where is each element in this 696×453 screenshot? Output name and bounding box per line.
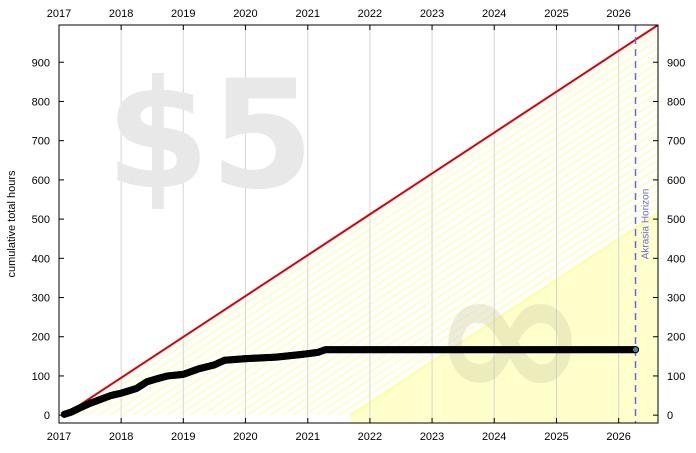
safe-zone-hatch (224, 129, 658, 416)
safe-zone-hatch (304, 182, 658, 416)
x-tick-label-bottom: 2017 (47, 431, 71, 443)
y-tick-label-left: 200 (32, 332, 50, 344)
safe-zone-hatch (121, 62, 658, 416)
safe-zone-hatch (292, 175, 658, 416)
x-tick-label-top: 2018 (109, 8, 133, 20)
x-tick-label-bottom: 2026 (606, 431, 630, 443)
y-tick-label-right: 800 (667, 96, 685, 108)
y-tick-label-right: 200 (667, 332, 685, 344)
safe-zone-hatch (178, 99, 658, 416)
y-tick-label-left: 100 (32, 371, 50, 383)
road-line (63, 25, 658, 416)
x-tick-label-top: 2019 (171, 8, 195, 20)
safe-zone-hatch (281, 167, 658, 416)
data-point-latest (632, 346, 640, 354)
safe-zone-hatch (338, 205, 658, 416)
x-tick-label-bottom: 2019 (171, 431, 195, 443)
safe-zone-hatch (315, 190, 658, 416)
y-tick-label-left: 500 (32, 214, 50, 226)
y-tick-label-right: 300 (667, 293, 685, 305)
x-tick-label-top: 2024 (482, 8, 506, 20)
y-tick-label-right: 900 (667, 57, 685, 69)
x-tick-label-top: 2023 (420, 8, 444, 20)
y-tick-label-right: 100 (667, 371, 685, 383)
x-tick-label-top: 2017 (47, 8, 71, 20)
x-tick-label-bottom: 2018 (109, 431, 133, 443)
safe-zone-hatch (86, 39, 658, 416)
akrasia-horizon: Akrasia Horizon (634, 25, 652, 423)
x-tick-label-bottom: 2022 (358, 431, 382, 443)
safe-zone-hatch (212, 122, 658, 416)
watermarks: $5 ∞ (106, 49, 590, 445)
horizon-label: Akrasia Horizon (641, 189, 652, 260)
y-axis-label: cumulative total hours (6, 170, 18, 277)
safe-zone-hatch (201, 114, 658, 416)
y-tick-label-right: 700 (667, 136, 685, 148)
safe-zone-hatch (235, 137, 658, 416)
goal-stakes-watermark: $5 (106, 49, 315, 223)
safe-zone-edge (349, 212, 658, 416)
y-tick-label-left: 300 (32, 293, 50, 305)
x-tick-label-bottom: 2024 (482, 431, 506, 443)
bright-red-line (63, 25, 658, 416)
y-tick-label-left: 800 (32, 96, 50, 108)
safe-zone-hatch (327, 197, 658, 416)
y-tick-label-right: 600 (667, 175, 685, 187)
y-tick-label-left: 700 (32, 136, 50, 148)
safe-zone-hatch (75, 32, 658, 416)
y-tick-label-left: 400 (32, 253, 50, 265)
y-tick-label-left: 900 (32, 57, 50, 69)
x-tick-label-top: 2020 (233, 8, 257, 20)
x-axis-top: 2017 2018 2019 2020 2021 2022 2023 2024 2025 2026 (47, 8, 631, 30)
plot-frame (58, 24, 659, 424)
y-axis-left: 0 100 200 300 400 500 600 700 800 900 (32, 57, 64, 422)
y-tick-label-right: 500 (667, 214, 685, 226)
safe-zone-hatch (258, 152, 658, 416)
data-series (60, 346, 640, 418)
x-tick-label-bottom: 2023 (420, 431, 444, 443)
safe-zone-hatch (98, 47, 658, 416)
x-tick-label-top: 2022 (358, 8, 382, 20)
x-tick-label-top: 2026 (606, 8, 630, 20)
y-tick-label-right: 400 (667, 253, 685, 265)
safe-zone-hatch (109, 54, 658, 416)
x-tick-label-top: 2025 (544, 8, 568, 20)
safe-zone-fill (350, 212, 658, 423)
x-tick-label-bottom: 2020 (233, 431, 257, 443)
x-axis-bottom: 2017 2018 2019 2020 2021 2022 2023 2024 2025 2026 (47, 418, 631, 443)
safe-zone-hatch (189, 107, 658, 416)
x-tick-label-bottom: 2025 (544, 431, 568, 443)
safe-zone-hatch (247, 144, 658, 416)
y-axis-right: 0 100 200 300 400 500 600 700 800 900 (653, 57, 685, 422)
y-tick-label-left: 0 (44, 410, 50, 422)
x-tick-label-bottom: 2021 (296, 431, 320, 443)
y-tick-label-right: 0 (667, 410, 673, 422)
safe-zone-hatch (269, 159, 658, 416)
x-tick-label-top: 2021 (296, 8, 320, 20)
infinity-watermark: ∞ (431, 224, 589, 445)
safe-zone-hatch (132, 69, 658, 416)
y-tick-label-left: 600 (32, 175, 50, 187)
